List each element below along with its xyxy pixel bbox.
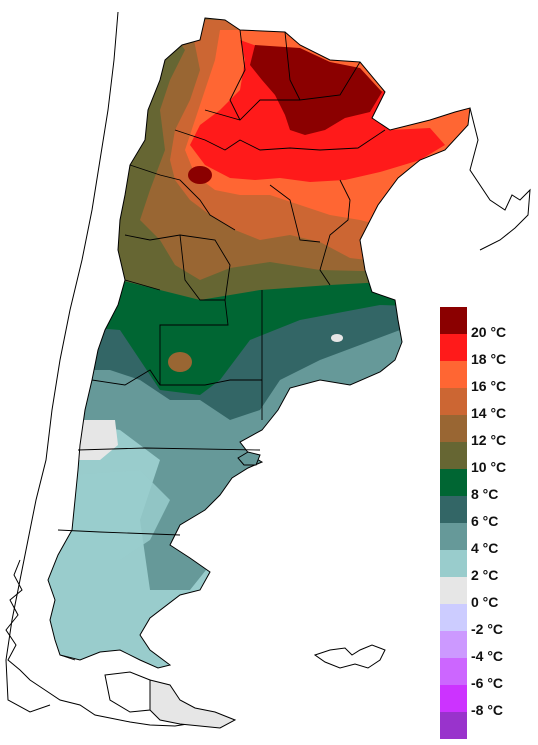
legend-label: 8 °C: [471, 486, 499, 502]
legend-label: -6 °C: [471, 675, 504, 691]
legend-label: 6 °C: [471, 513, 499, 529]
legend-label: 14 °C: [471, 405, 507, 421]
legend-item: 14 °C: [440, 388, 536, 421]
legend-swatch: [440, 577, 467, 604]
legend-item: [440, 712, 536, 739]
legend-label: 16 °C: [471, 378, 507, 394]
legend-swatch: [440, 658, 467, 685]
legend-swatch: [440, 415, 467, 442]
legend-label: 20 °C: [471, 324, 507, 340]
legend-item: -6 °C: [440, 658, 536, 691]
province-borders: [57, 29, 386, 661]
legend-item: 20 °C: [440, 307, 536, 340]
region-northeast-hot-core: [250, 45, 382, 135]
legend-item: 2 °C: [440, 550, 536, 583]
legend-swatch: [440, 496, 467, 523]
legend-label: 18 °C: [471, 351, 507, 367]
legend-label: 2 °C: [471, 567, 499, 583]
legend-swatch: [440, 685, 467, 712]
legend-label: -8 °C: [471, 702, 504, 718]
legend-item: 0 °C: [440, 577, 536, 610]
legend-swatch: [440, 469, 467, 496]
legend-label: 0 °C: [471, 594, 499, 610]
legend-item: 8 °C: [440, 469, 536, 502]
region-cool-spot-pampa: [168, 352, 192, 372]
legend-swatch: [440, 442, 467, 469]
region-hot-spot-tucuman: [188, 166, 212, 184]
legend-swatch: [440, 307, 467, 334]
tierra-del-fuego: [149, 679, 237, 729]
legend-swatch: [440, 334, 467, 361]
legend-swatch: [440, 631, 467, 658]
legend-item: 16 °C: [440, 361, 536, 394]
legend-item: -2 °C: [440, 604, 536, 637]
legend-swatch: [440, 550, 467, 577]
falkland-islands: [313, 644, 386, 669]
legend-swatch: [440, 388, 467, 415]
legend-label: -2 °C: [471, 621, 504, 637]
legend-label: 12 °C: [471, 432, 507, 448]
legend-item: 4 °C: [440, 523, 536, 556]
legend-label: 4 °C: [471, 540, 499, 556]
legend-label: 10 °C: [471, 459, 507, 475]
legend-item: 10 °C: [440, 442, 536, 475]
peninsula-valdes: [237, 451, 261, 466]
legend-item: 18 °C: [440, 334, 536, 367]
legend-item: -4 °C: [440, 631, 536, 664]
uruguay-coastline: [469, 107, 531, 251]
chile-coastline-south: [5, 559, 226, 727]
legend-swatch: [440, 361, 467, 388]
legend-item: 12 °C: [440, 415, 536, 448]
legend-swatch: [440, 712, 467, 739]
chile-coastline: [5, 11, 119, 713]
temperature-legend: 20 °C 18 °C 16 °C 14 °C 12 °C 10 °C 8 °C: [440, 307, 536, 739]
legend-item: -8 °C: [440, 685, 536, 718]
tierra-del-fuego-west: [104, 671, 151, 713]
legend-swatch: [440, 523, 467, 550]
legend-label: -4 °C: [471, 648, 504, 664]
legend-swatch: [440, 604, 467, 631]
region-patagonia-interior: [48, 470, 170, 560]
argentina-border: [47, 17, 471, 669]
legend-item: 6 °C: [440, 496, 536, 529]
region-warm-spot-coast: [331, 334, 343, 342]
